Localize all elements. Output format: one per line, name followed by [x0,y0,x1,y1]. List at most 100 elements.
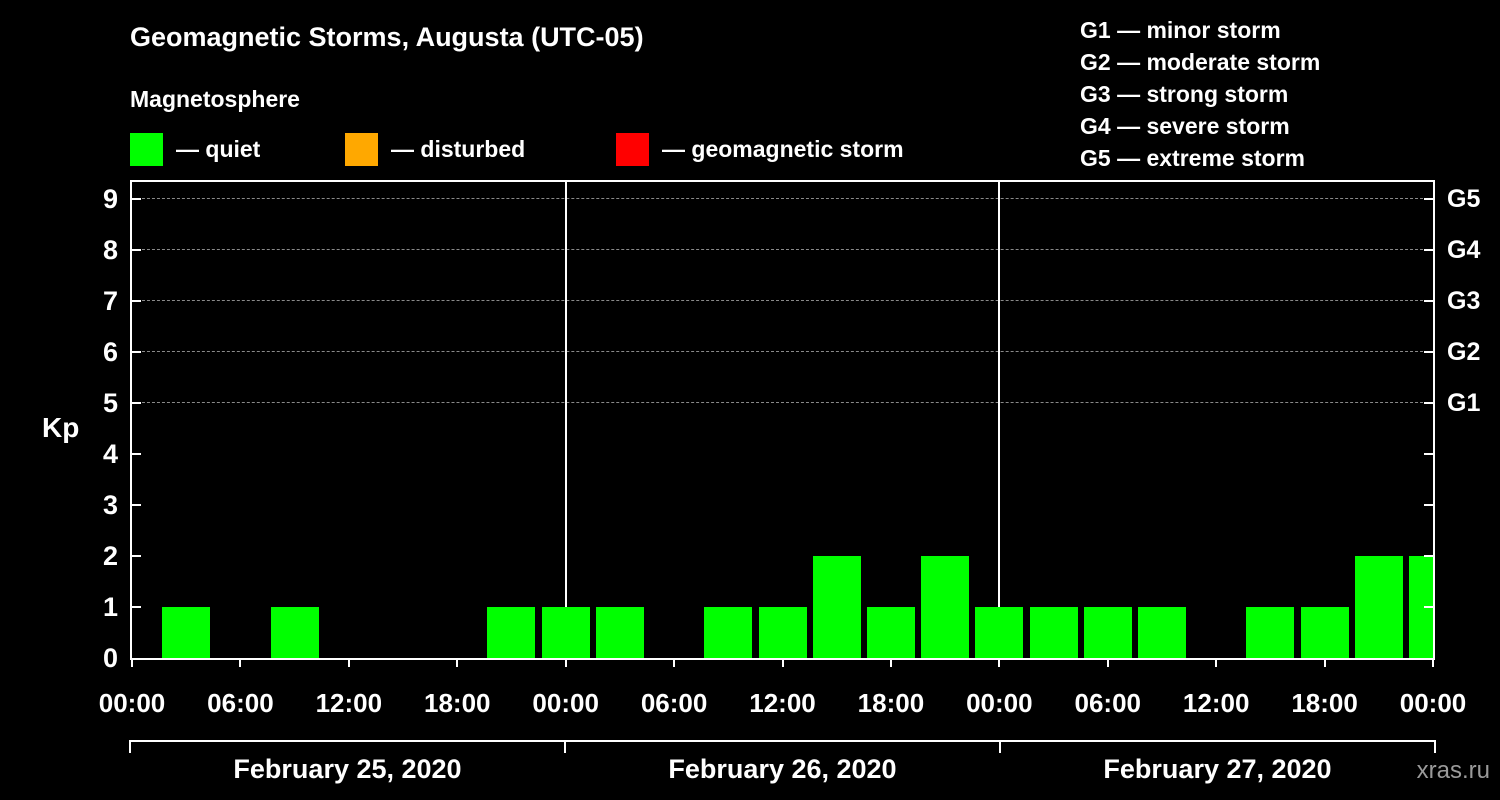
y-tick-label: 4 [102,439,118,469]
y-tick-left [132,555,141,557]
x-tick [239,660,242,667]
g-scale-label-g1: G1 [1447,389,1481,417]
date-label: February 27, 2020 [1103,754,1332,784]
day-separator [998,182,1001,658]
y-tick-label: 6 [102,337,118,367]
kp-bar [487,607,536,658]
gridline-g3 [132,300,1433,301]
y-tick-right [1424,402,1433,404]
gridline-g5 [132,198,1433,199]
kp-bar [162,607,211,658]
y-tick-left [132,198,141,200]
date-label: February 25, 2020 [233,754,462,784]
y-tick-label: 8 [102,235,118,265]
kp-bar [866,607,915,658]
g-scale-label-g5: G5 [1447,185,1481,213]
x-tick-label: 06:00 [640,688,708,718]
day-separator [564,182,567,658]
g-scale-label-g2: G2 [1447,338,1481,366]
kp-bar [1029,607,1078,658]
date-axis-tick [999,740,1001,753]
x-tick-label: 00:00 [966,688,1033,718]
y-tick-left [132,402,141,404]
y-tick-right [1424,555,1433,557]
plot-area [130,180,1435,660]
x-tick-label: 12:00 [1182,688,1250,718]
legend-label-quiet: — quiet [176,136,261,162]
kp-bar [1354,556,1403,658]
x-tick-label: 00:00 [98,688,166,718]
x-tick-label: 00:00 [532,688,599,718]
chart-subtitle: Magnetosphere [130,86,300,112]
x-tick-label: 18:00 [857,688,925,718]
date-axis-tick [129,740,131,753]
y-tick-right [1424,249,1433,251]
y-axis-label: Kp [42,412,80,443]
watermark: xras.ru [1416,757,1490,784]
legend-swatch-quiet [130,133,163,166]
gridline-g1 [132,402,1433,403]
kp-bar [270,607,319,658]
kp-bar [1246,607,1295,658]
y-tick-left [132,300,141,302]
x-tick [889,660,892,667]
kp-bar [921,556,970,658]
gridline-g4 [132,249,1433,250]
kp-bar [975,607,1024,658]
x-tick-label: 06:00 [1074,688,1142,718]
x-tick [1323,660,1326,667]
y-tick-left [132,606,141,608]
x-tick-label: 18:00 [424,688,491,718]
kp-bar [758,607,807,658]
y-tick-right [1424,351,1433,353]
x-tick [1106,660,1109,667]
x-tick-label: 06:00 [207,688,274,718]
y-tick-right [1424,504,1433,506]
kp-bar [1300,607,1349,658]
kp-bar [541,607,590,658]
x-tick [456,660,459,667]
chart-title: Geomagnetic Storms, Augusta (UTC-05) [130,22,644,52]
kp-bar [1137,607,1186,658]
y-tick-left [132,249,141,251]
storm-scale-line-g5: G5 — extreme storm [1080,145,1305,171]
y-tick-label: 5 [102,388,118,418]
date-label: February 26, 2020 [668,754,897,784]
x-tick [564,660,567,667]
x-tick [347,660,350,667]
x-tick [1215,660,1218,667]
legend-swatch-storm [616,133,649,166]
x-tick [1432,660,1434,667]
x-tick-label: 12:00 [315,688,383,718]
date-axis-tick [564,740,566,753]
gridline-g2 [132,351,1433,352]
storm-scale-line-g3: G3 — strong storm [1080,81,1289,107]
x-tick-label: 12:00 [749,688,816,718]
storm-scale-line-g2: G2 — moderate storm [1080,49,1321,75]
y-tick-label: 1 [102,592,118,622]
y-tick-right [1424,198,1433,200]
x-tick [131,660,133,667]
x-tick [673,660,676,667]
storm-scale-line-g1: G1 — minor storm [1080,17,1281,43]
x-tick [998,660,1001,667]
y-tick-label: 3 [102,490,118,520]
kp-bar [1083,607,1132,658]
date-axis-tick [1434,740,1436,753]
x-tick [781,660,784,667]
y-tick-label: 0 [102,643,118,673]
y-tick-label: 2 [102,541,118,571]
y-tick-right [1424,606,1433,608]
legend-swatch-disturbed [345,133,378,166]
y-tick-left [132,351,141,353]
y-tick-left [132,504,141,506]
y-tick-left [132,453,141,455]
kp-bar [704,607,753,658]
g-scale-label-g4: G4 [1447,236,1481,264]
g-scale-label-g3: G3 [1447,287,1481,315]
legend-label-disturbed: — disturbed [391,136,526,162]
x-tick-label: 18:00 [1291,688,1358,718]
legend-label-storm: — geomagnetic storm [662,136,904,162]
date-axis-line [130,740,1435,742]
